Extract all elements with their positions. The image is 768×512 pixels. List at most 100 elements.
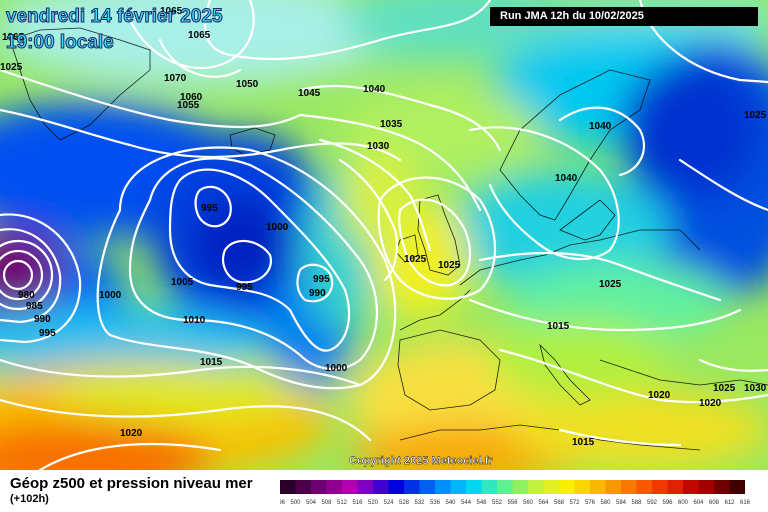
isobar-label: 1015 xyxy=(547,321,570,332)
isobar-label: 980 xyxy=(18,290,35,301)
isobar-label: 1060 xyxy=(180,92,203,103)
scale-tick-label: 584 xyxy=(616,500,627,506)
scale-swatch xyxy=(326,480,342,494)
scale-swatch xyxy=(667,480,683,494)
isobar-label: 1065 xyxy=(2,32,25,43)
scale-tick-label: 508 xyxy=(322,500,333,506)
scale-swatch xyxy=(404,480,420,494)
scale-tick-label: 544 xyxy=(461,500,472,506)
isobar-label: 1040 xyxy=(363,84,386,95)
isobar-label: 1030 xyxy=(367,141,390,152)
scale-swatch xyxy=(683,480,699,494)
isobars xyxy=(0,0,768,470)
isobar-label: 1020 xyxy=(699,398,722,409)
isobar-label: 1050 xyxy=(236,79,259,90)
isobar-label: 1010 xyxy=(183,315,206,326)
isobar-label: 1000 xyxy=(266,222,289,233)
isobar-label: 1025 xyxy=(404,254,427,265)
scale-swatch xyxy=(528,480,544,494)
scale-swatch xyxy=(388,480,404,494)
scale-swatch xyxy=(357,480,373,494)
isobar-label: 1045 xyxy=(298,88,321,99)
isobar-label: 995 xyxy=(236,282,253,293)
scale-tick-label: 596 xyxy=(663,500,674,506)
scale-tick-label: 576 xyxy=(585,500,596,506)
isobar-label: 1020 xyxy=(120,428,143,439)
scale-tick-label: 616 xyxy=(740,500,750,506)
scale-tick-label: 496 xyxy=(280,500,286,506)
legend-subtitle: (+102h) xyxy=(10,493,49,505)
scale-tick-label: 528 xyxy=(399,500,410,506)
legend-area: Géop z500 et pression niveau mer (+102h)… xyxy=(0,470,768,512)
scale-tick-label: 540 xyxy=(446,500,457,506)
isobar-label: 995 xyxy=(313,274,330,285)
scale-swatch xyxy=(605,480,621,494)
scale-swatch xyxy=(512,480,528,494)
scale-swatch xyxy=(435,480,451,494)
scale-tick-label: 572 xyxy=(570,500,581,506)
isobar-label: 1040 xyxy=(555,173,578,184)
scale-swatch xyxy=(559,480,575,494)
run-info: Run JMA 12h du 10/02/2025 xyxy=(490,7,758,26)
isobar-label: 1035 xyxy=(380,119,403,130)
scale-tick-label: 536 xyxy=(430,500,441,506)
isobar-label: 990 xyxy=(34,314,51,325)
isobar-label: 1025 xyxy=(713,383,736,394)
isobar-label: 1000 xyxy=(325,363,348,374)
scale-swatch xyxy=(497,480,513,494)
forecast-date: vendredi 14 février 2025 xyxy=(6,6,224,28)
scale-tick-label: 608 xyxy=(709,500,720,506)
isobar-label: 1000 xyxy=(99,290,122,301)
scale-swatch xyxy=(590,480,606,494)
scale-tick-label: 520 xyxy=(368,500,379,506)
pressure-map: 1065 1065 1025 1065 1070 1060 1055 1050 … xyxy=(0,0,768,470)
isobar-label: 1015 xyxy=(572,437,595,448)
isobar-label: 1005 xyxy=(171,277,194,288)
isobar-label: 995 xyxy=(201,203,218,214)
scale-swatch xyxy=(450,480,466,494)
scale-tick-label: 548 xyxy=(477,500,488,506)
isobar-label: 1015 xyxy=(200,357,223,368)
scale-swatch xyxy=(714,480,730,494)
scale-swatch xyxy=(342,480,358,494)
scale-tick-label: 516 xyxy=(353,500,364,506)
scale-tick-label: 612 xyxy=(725,500,736,506)
coastlines xyxy=(9,27,768,451)
isobar-label: 1025 xyxy=(599,279,622,290)
isobar-label: 1025 xyxy=(438,260,461,271)
scale-swatch xyxy=(280,480,296,494)
scale-tick-label: 600 xyxy=(678,500,689,506)
isobar-label: 1055 xyxy=(177,100,200,111)
isobar-label: 995 xyxy=(39,328,56,339)
scale-tick-label: 604 xyxy=(694,500,705,506)
isobar-label: 1065 xyxy=(188,30,211,41)
isobar-label: 985 xyxy=(26,301,43,312)
isobar-label: 1070 xyxy=(164,73,187,84)
isobar-labels: 1065 1065 1025 1065 1070 1060 1055 1050 … xyxy=(0,6,767,448)
color-scale: 496 500 504 508 512 516 520 524 528 532 536 540 544 5… xyxy=(280,480,750,506)
scale-tick-label: 592 xyxy=(647,500,658,506)
scale-swatch xyxy=(311,480,327,494)
scale-tick-label: 532 xyxy=(415,500,426,506)
scale-tick-label: 512 xyxy=(337,500,348,506)
isobar-label: 1020 xyxy=(648,390,671,401)
isobar-label: 1030 xyxy=(744,383,767,394)
scale-tick-label: 564 xyxy=(539,500,550,506)
scale-tick-label: 552 xyxy=(492,500,503,506)
scale-swatch xyxy=(636,480,652,494)
scale-tick-label: 560 xyxy=(523,500,534,506)
scale-swatch xyxy=(543,480,559,494)
scale-swatch xyxy=(574,480,590,494)
scale-swatch xyxy=(481,480,497,494)
forecast-time: 19:00 locale xyxy=(6,32,115,54)
scale-swatch xyxy=(373,480,389,494)
scale-tick-label: 524 xyxy=(384,500,395,506)
scale-tick-label: 580 xyxy=(601,500,612,506)
isobar-label: 1040 xyxy=(589,121,612,132)
scale-tick-label: 556 xyxy=(508,500,519,506)
scale-swatch xyxy=(295,480,311,494)
scale-swatch xyxy=(621,480,637,494)
scale-swatch xyxy=(466,480,482,494)
isobar-label: 1025 xyxy=(744,110,767,121)
